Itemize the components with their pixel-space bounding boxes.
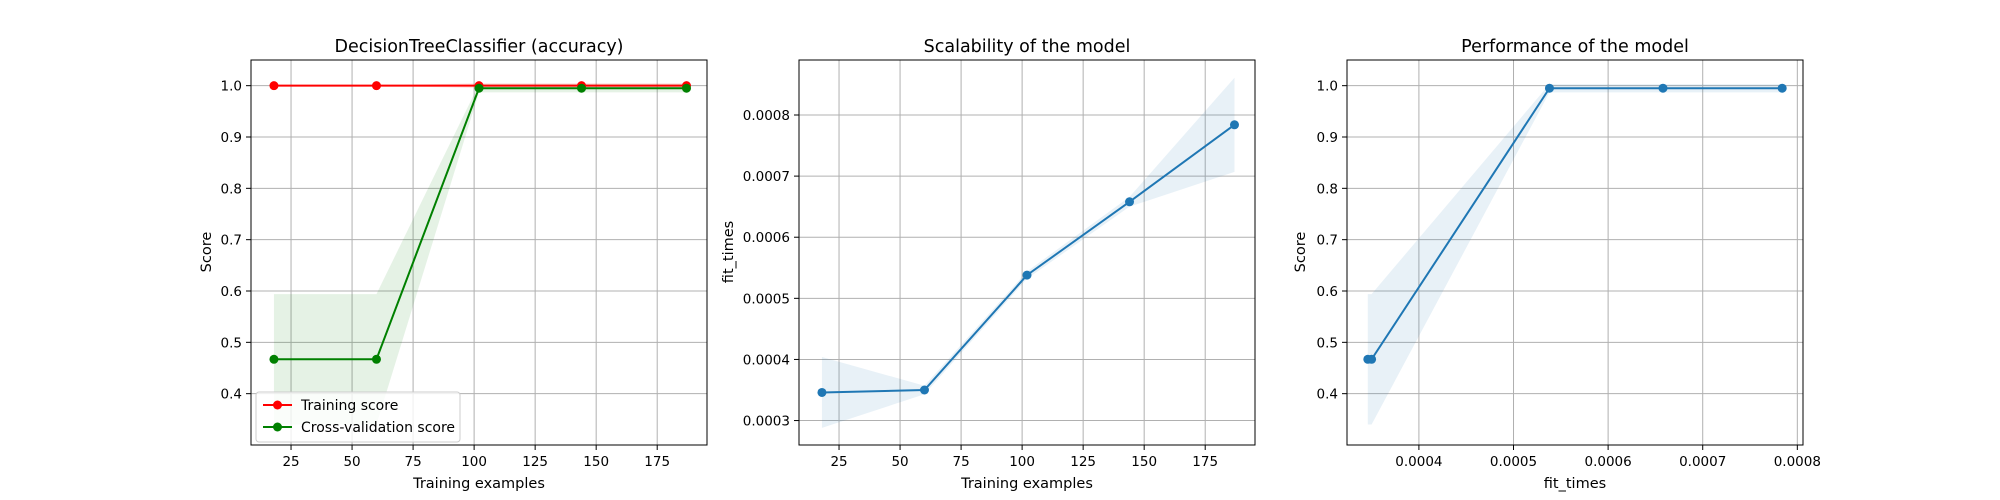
legend-marker-training bbox=[273, 400, 282, 410]
x-tick-label: 0.0004 bbox=[1395, 454, 1442, 470]
x-tick-label: 100 bbox=[461, 454, 487, 470]
x-tick-label: 175 bbox=[644, 454, 670, 470]
x-tick-label: 125 bbox=[522, 454, 548, 470]
data-point bbox=[1229, 120, 1239, 130]
data-point bbox=[269, 81, 279, 91]
x-tick-label: 175 bbox=[1192, 454, 1218, 470]
data-point bbox=[577, 83, 587, 93]
legend: Training score Cross-validation score bbox=[255, 391, 461, 443]
data-point bbox=[1658, 83, 1668, 93]
y-tick-label: 0.8 bbox=[1317, 181, 1338, 197]
x-tick-label: 0.0008 bbox=[1774, 454, 1821, 470]
x-tick-label: 0.0005 bbox=[1490, 454, 1537, 470]
y-tick-label: 0.4 bbox=[1317, 387, 1338, 403]
y-axis-label: fit_times bbox=[721, 221, 737, 283]
y-tick-label: 1.0 bbox=[1317, 79, 1338, 95]
x-tick-label: 150 bbox=[1131, 454, 1157, 470]
data-point bbox=[371, 81, 381, 91]
data-point bbox=[1367, 354, 1377, 364]
x-tick-label: 25 bbox=[282, 454, 299, 470]
x-axis-label: fit_times bbox=[1544, 476, 1606, 492]
x-tick-label: 50 bbox=[891, 454, 908, 470]
y-tick-label: 0.0004 bbox=[743, 352, 790, 368]
x-tick-label: 100 bbox=[1009, 454, 1035, 470]
data-point bbox=[919, 385, 929, 395]
data-point bbox=[1022, 270, 1032, 280]
y-tick-label: 0.0003 bbox=[743, 414, 790, 430]
x-tick-label: 25 bbox=[830, 454, 847, 470]
y-tick-label: 0.6 bbox=[1317, 284, 1338, 300]
y-tick-label: 0.7 bbox=[1317, 233, 1338, 249]
x-tick-label: 0.0007 bbox=[1679, 454, 1726, 470]
y-tick-label: 0.9 bbox=[221, 130, 242, 146]
x-tick-label: 50 bbox=[343, 454, 360, 470]
data-point bbox=[1125, 197, 1135, 207]
y-tick-label: 0.0005 bbox=[743, 291, 790, 307]
chart-title: DecisionTreeClassifier (accuracy) bbox=[334, 37, 623, 57]
axes-frame bbox=[798, 59, 1256, 446]
chart-title: Performance of the model bbox=[1461, 37, 1689, 57]
x-tick-label: 150 bbox=[583, 454, 609, 470]
chart-title: Scalability of the model bbox=[924, 37, 1131, 57]
y-tick-label: 0.0008 bbox=[743, 108, 790, 124]
scalability-panel: 25 50 75 100 125 150 175 0.0003 0.0004 0.0005 0.00… bbox=[721, 37, 1256, 492]
y-axis-label: Score bbox=[1293, 232, 1309, 273]
learning-curve-panel: 25 50 75 100 125 150 1750.40.50.60.70.80.91.0 … bbox=[199, 37, 708, 492]
y-tick-label: 0.8 bbox=[221, 181, 242, 197]
legend-label-cv: Cross-validation score bbox=[301, 420, 455, 436]
data-point bbox=[371, 354, 381, 364]
y-tick-label: 0.5 bbox=[221, 335, 242, 351]
data-point bbox=[474, 83, 484, 93]
y-axis-label: Score bbox=[199, 232, 215, 273]
data-point bbox=[817, 387, 827, 397]
y-tick-label: 0.5 bbox=[1317, 335, 1338, 351]
data-point bbox=[1544, 83, 1554, 93]
y-tick-label: 1.0 bbox=[221, 79, 242, 95]
x-tick-label: 0.0006 bbox=[1584, 454, 1631, 470]
performance-panel: 0.0004 0.0005 0.0006 0.0007 0.0008 0.4 0.5 0.6 0… bbox=[1293, 37, 1821, 492]
y-tick-label: 0.7 bbox=[221, 233, 242, 249]
x-tick-label: 75 bbox=[404, 454, 421, 470]
y-tick-label: 0.6 bbox=[221, 284, 242, 300]
series-line bbox=[1367, 87, 1783, 361]
y-tick-label: 0.0007 bbox=[743, 169, 790, 185]
confidence-band bbox=[821, 77, 1235, 428]
y-tick-label: 0.4 bbox=[221, 387, 242, 403]
legend-frame bbox=[255, 391, 461, 443]
legend-label-training: Training score bbox=[300, 398, 398, 414]
data-point bbox=[269, 354, 279, 364]
data-point bbox=[681, 83, 691, 93]
data-point bbox=[1777, 83, 1787, 93]
x-axis-label: Training examples bbox=[412, 476, 545, 492]
axes-frame bbox=[1346, 59, 1804, 446]
confidence-band bbox=[1367, 84, 1783, 425]
x-tick-label: 125 bbox=[1070, 454, 1096, 470]
x-axis-label: Training examples bbox=[960, 476, 1093, 492]
x-tick-label: 75 bbox=[952, 454, 969, 470]
y-tick-label: 0.0006 bbox=[743, 230, 790, 246]
legend-marker-cv bbox=[273, 422, 282, 432]
confidence-band bbox=[273, 84, 687, 425]
axes-frame bbox=[250, 59, 708, 446]
y-tick-label: 0.9 bbox=[1317, 130, 1338, 146]
